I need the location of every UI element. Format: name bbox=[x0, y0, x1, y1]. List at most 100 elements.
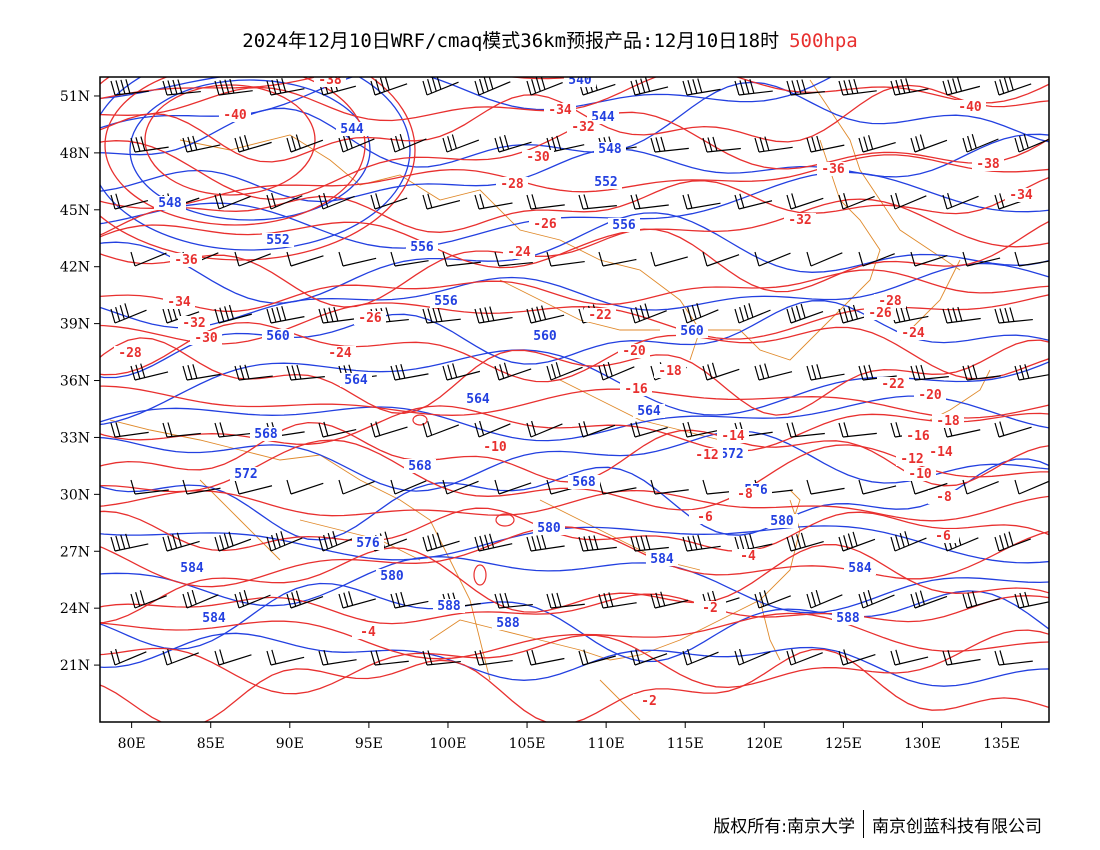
wind-barb-flag bbox=[630, 422, 636, 438]
wind-barb bbox=[322, 659, 357, 666]
wind-barb bbox=[1018, 374, 1049, 381]
wind-barb-flag bbox=[687, 193, 693, 209]
wind-barb-flag bbox=[229, 78, 235, 94]
wind-barb-flag bbox=[994, 650, 1000, 666]
temperature-label: -30 bbox=[194, 331, 218, 346]
lat-tick-label: 36N bbox=[60, 374, 90, 390]
wind-barb bbox=[374, 197, 408, 210]
wind-barb-flag bbox=[578, 536, 584, 552]
wind-barb bbox=[114, 431, 149, 438]
wind-barb-flag bbox=[598, 365, 604, 381]
wind-barb bbox=[842, 195, 875, 210]
wind-barb-flag bbox=[451, 134, 457, 149]
wind-barb-flag bbox=[130, 137, 136, 153]
wind-barb-flag bbox=[399, 133, 405, 149]
wind-barb bbox=[914, 376, 949, 381]
wind-barb bbox=[134, 252, 167, 267]
wind-barb bbox=[894, 656, 929, 666]
boundary-line bbox=[179, 134, 701, 361]
wind-barb-flag bbox=[536, 535, 542, 550]
wind-barb-flag bbox=[910, 137, 916, 153]
wind-barb-flag bbox=[583, 194, 589, 209]
wind-barb-flag bbox=[115, 422, 121, 437]
wind-barb-flag bbox=[791, 307, 797, 322]
wind-barb-flag bbox=[583, 421, 589, 436]
wind-barb-flag bbox=[390, 593, 396, 609]
wind-barb-flag bbox=[786, 536, 792, 552]
wind-barb-flag bbox=[187, 591, 193, 607]
wind-barb-flag bbox=[115, 535, 121, 551]
wind-barb-flag bbox=[687, 80, 693, 95]
wind-barb-flag bbox=[140, 136, 146, 151]
wind-barb-flag bbox=[384, 531, 390, 546]
wind-barb-flag bbox=[1019, 364, 1025, 380]
wind-barb bbox=[478, 202, 513, 210]
wind-barb-flag bbox=[890, 422, 896, 438]
wind-barb bbox=[602, 366, 635, 381]
wind-barb-flag bbox=[692, 535, 698, 550]
temperature-label: -14 bbox=[929, 445, 953, 460]
wind-barb-flag bbox=[536, 306, 542, 321]
wind-barb bbox=[862, 485, 897, 495]
wind-barb-flag bbox=[915, 365, 921, 380]
lon-tick-label: 85E bbox=[197, 736, 225, 752]
wind-barb-flag bbox=[816, 135, 822, 151]
wind-barb bbox=[530, 82, 563, 96]
wind-barb bbox=[270, 656, 305, 666]
geopotential-contour bbox=[100, 632, 1049, 687]
wind-barb-flag bbox=[608, 592, 614, 607]
wind-barb bbox=[966, 598, 1000, 609]
wind-barb-flag bbox=[910, 251, 916, 267]
geopotential-label: 584 bbox=[650, 552, 674, 567]
wind-barb-flag bbox=[754, 365, 760, 381]
wind-barb-flag bbox=[900, 306, 906, 322]
wind-barb-flag bbox=[1024, 364, 1030, 379]
wind-barb bbox=[894, 88, 929, 96]
wind-barb-flag bbox=[243, 590, 249, 605]
wind-barb-flag bbox=[526, 80, 532, 96]
temperature-label: -4 bbox=[360, 625, 376, 640]
wind-barb-flag bbox=[867, 590, 873, 605]
wind-barb-flag bbox=[162, 650, 168, 666]
wind-barb-flag bbox=[796, 534, 802, 549]
temperature-label: -36 bbox=[174, 253, 198, 268]
wind-barb bbox=[706, 254, 740, 267]
wind-barb bbox=[582, 424, 616, 438]
wind-barb-flag bbox=[815, 589, 821, 605]
wind-barb-flag bbox=[280, 531, 286, 546]
lon-tick-label: 110E bbox=[588, 736, 625, 752]
wind-barb-flag bbox=[583, 536, 589, 551]
wind-barb-flag bbox=[588, 535, 594, 551]
wind-barb bbox=[738, 200, 773, 210]
lon-tick-label: 100E bbox=[429, 736, 466, 752]
geopotential-label: 560 bbox=[680, 324, 704, 339]
wind-barb-flag bbox=[838, 536, 844, 552]
wind-barb-flag bbox=[843, 307, 849, 322]
temperature-label: -34 bbox=[167, 295, 191, 310]
boundary-line bbox=[559, 379, 721, 441]
wind-barb bbox=[998, 538, 1031, 552]
wind-barb-flag bbox=[531, 307, 537, 323]
wind-barb-flag bbox=[630, 650, 636, 666]
wind-barb-flag bbox=[162, 536, 168, 552]
label-bg bbox=[352, 536, 384, 550]
wind-barb-flag bbox=[967, 592, 973, 607]
label-bg bbox=[729, 487, 761, 501]
wind-barb-flag bbox=[135, 364, 141, 379]
wind-barb-flag bbox=[327, 532, 333, 548]
wind-barb-flag bbox=[422, 650, 428, 666]
wind-barb-flag bbox=[1014, 593, 1020, 609]
wind-barb bbox=[810, 252, 843, 267]
wind-barb bbox=[270, 88, 305, 96]
wind-barb-flag bbox=[838, 194, 844, 210]
wind-barb bbox=[394, 480, 427, 495]
wind-barb bbox=[686, 202, 721, 210]
geopotential-label: 580 bbox=[537, 521, 561, 536]
wind-barb-flag bbox=[863, 365, 869, 380]
geopotential-label: 568 bbox=[572, 475, 596, 490]
wind-barb-flag bbox=[900, 79, 906, 94]
wind-barb-flag bbox=[743, 305, 749, 320]
label-bg bbox=[529, 329, 561, 343]
temperature-contour bbox=[100, 385, 1049, 419]
label-bg bbox=[594, 142, 626, 156]
